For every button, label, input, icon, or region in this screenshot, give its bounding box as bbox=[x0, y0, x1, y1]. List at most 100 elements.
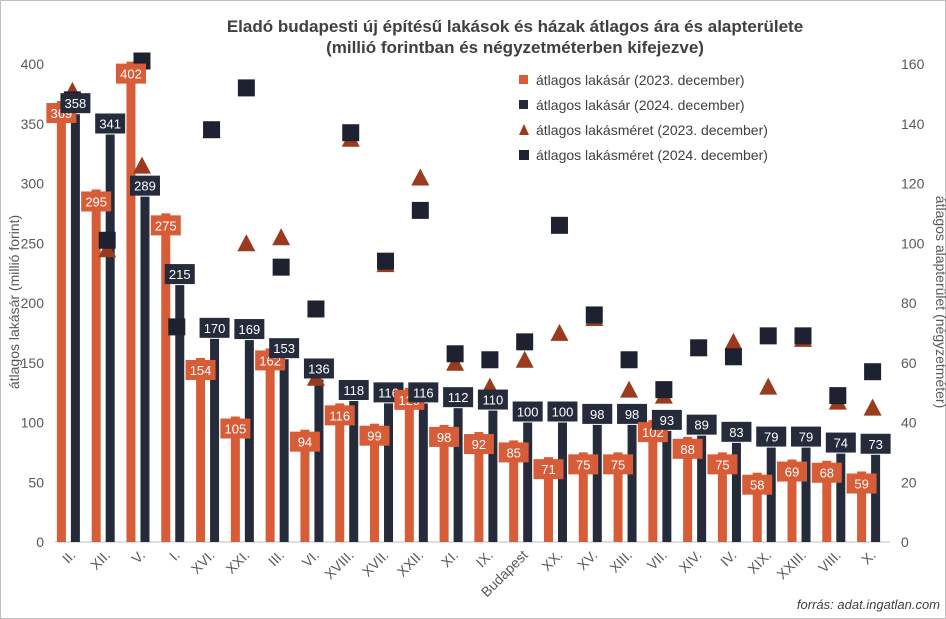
data-label-box-2024 bbox=[408, 382, 439, 403]
marker-size-2023 bbox=[863, 398, 882, 416]
bar-price-2023 bbox=[439, 424, 449, 542]
data-label-2024: 89 bbox=[694, 418, 708, 433]
series-price-2024 bbox=[70, 114, 881, 542]
data-label-2024: 153 bbox=[273, 341, 295, 356]
data-label-box-2024 bbox=[825, 432, 856, 453]
marker-size-2024 bbox=[203, 121, 221, 139]
x-tick-label: XVII. bbox=[359, 547, 392, 580]
data-label-box-2024 bbox=[199, 317, 230, 338]
bar-price-2023 bbox=[752, 472, 762, 542]
x-tick-label: XVIII. bbox=[321, 547, 357, 583]
x-tick-label: III. bbox=[265, 547, 287, 569]
data-label-2024: 118 bbox=[343, 383, 364, 398]
data-label-box-2024 bbox=[756, 426, 787, 447]
y2-axis: 0 20 40 60 80 100 120 140 160 bbox=[901, 56, 925, 550]
y2-tick-label: 100 bbox=[901, 235, 925, 251]
data-label-2023: 275 bbox=[155, 218, 177, 233]
data-label-box-2024 bbox=[721, 421, 752, 442]
data-label-box-2024 bbox=[269, 338, 300, 359]
x-tick-label: XXII. bbox=[394, 547, 427, 580]
data-label-2024: 358 bbox=[65, 96, 87, 111]
data-label-box-2023 bbox=[359, 425, 390, 446]
x-axis: II. XII. V. I. XVI. XXI. III. VI. XVIII. XVII. XXI… bbox=[59, 547, 879, 600]
x-tick-label: VIII. bbox=[815, 547, 844, 576]
data-label-2023: 116 bbox=[329, 408, 350, 423]
legend-swatch-size-2023 bbox=[519, 124, 529, 135]
bar-price-2023 bbox=[335, 403, 345, 542]
y-tick-label: 250 bbox=[21, 235, 45, 251]
data-label-box-2024 bbox=[512, 401, 543, 422]
data-label-box-2023 bbox=[811, 462, 842, 483]
marker-size-2024 bbox=[237, 79, 255, 97]
data-label-box-2023 bbox=[742, 474, 773, 495]
y-tick-label: 150 bbox=[21, 355, 45, 371]
data-label-2024: 74 bbox=[834, 436, 848, 451]
x-tick-label: II. bbox=[59, 547, 79, 567]
data-label-box-2024 bbox=[129, 175, 160, 196]
bar-price-2023 bbox=[474, 432, 484, 542]
bar-price-2023 bbox=[857, 471, 867, 542]
data-label-box-2023 bbox=[846, 473, 877, 494]
data-label-box-2023 bbox=[115, 63, 146, 84]
legend-label: átlagos lakásár (2024. december) bbox=[536, 97, 745, 113]
x-tick-label: XX. bbox=[538, 547, 565, 574]
bar-price-2023 bbox=[230, 416, 240, 542]
y2-tick-label: 80 bbox=[901, 295, 917, 311]
y-axis-label: átlagos lakásár (millió forint) bbox=[6, 215, 22, 389]
bar-price-2024 bbox=[70, 114, 80, 542]
marker-size-2024 bbox=[168, 318, 186, 336]
data-label-box-2023 bbox=[777, 461, 808, 482]
y-tick-label: 200 bbox=[21, 295, 45, 311]
bar-price-2023 bbox=[787, 459, 797, 542]
marker-size-2023 bbox=[237, 234, 256, 252]
bar-price-2024 bbox=[801, 447, 811, 542]
series-size-2024 bbox=[63, 52, 882, 405]
x-tick-label: XVI. bbox=[188, 547, 218, 577]
marker-size-2023 bbox=[620, 380, 639, 398]
data-label-box-2023 bbox=[603, 454, 634, 475]
data-label-box-2023 bbox=[185, 359, 216, 380]
legend-label: átlagos lakásméret (2024. december) bbox=[536, 147, 768, 163]
bar-price-2024 bbox=[105, 134, 115, 542]
y-tick-label: 300 bbox=[21, 176, 45, 192]
data-label-2023: 68 bbox=[820, 466, 834, 481]
data-label-2023: 75 bbox=[611, 457, 625, 472]
y2-tick-label: 60 bbox=[901, 355, 917, 371]
x-tick-label: IV. bbox=[717, 547, 740, 570]
data-label-box-2023 bbox=[672, 438, 703, 459]
data-label-box-2023 bbox=[81, 191, 112, 212]
data-label-2024: 169 bbox=[239, 322, 261, 337]
data-label-2024: 170 bbox=[204, 321, 226, 336]
data-label-2023: 94 bbox=[298, 435, 312, 450]
marker-size-2023 bbox=[515, 350, 534, 368]
marker-size-2024 bbox=[829, 387, 847, 405]
x-tick-label: XII. bbox=[87, 547, 113, 573]
data-label-2023: 98 bbox=[437, 430, 451, 445]
data-label-2023: 75 bbox=[715, 457, 729, 472]
bar-price-2024 bbox=[697, 435, 707, 542]
bar-price-2024 bbox=[488, 410, 498, 542]
data-label-2024: 98 bbox=[590, 407, 604, 422]
data-label-box-2023 bbox=[498, 442, 529, 463]
bar-price-2023 bbox=[509, 440, 519, 542]
marker-size-2023 bbox=[132, 156, 151, 174]
x-tick-label: XIV. bbox=[676, 547, 705, 576]
marker-size-2024 bbox=[724, 348, 742, 366]
x-tick-label: XIII. bbox=[606, 547, 635, 576]
bar-price-2023 bbox=[404, 387, 414, 542]
bar-price-2024 bbox=[836, 453, 846, 542]
bar-price-2024 bbox=[662, 430, 672, 542]
data-label-box-2024 bbox=[234, 319, 265, 340]
y-tick-label: 50 bbox=[28, 474, 44, 490]
marker-size-2024 bbox=[307, 300, 325, 318]
bar-price-2023 bbox=[300, 429, 310, 542]
data-label-box-2023 bbox=[429, 426, 460, 447]
data-label-2024: 289 bbox=[134, 179, 156, 194]
bar-price-2023 bbox=[56, 101, 66, 543]
data-label-box-2023 bbox=[324, 405, 355, 426]
data-label-2024: 116 bbox=[413, 385, 434, 400]
x-tick-label: XXI. bbox=[222, 547, 252, 577]
marker-size-2024 bbox=[655, 381, 673, 399]
x-tick-label: XIX. bbox=[744, 547, 774, 577]
